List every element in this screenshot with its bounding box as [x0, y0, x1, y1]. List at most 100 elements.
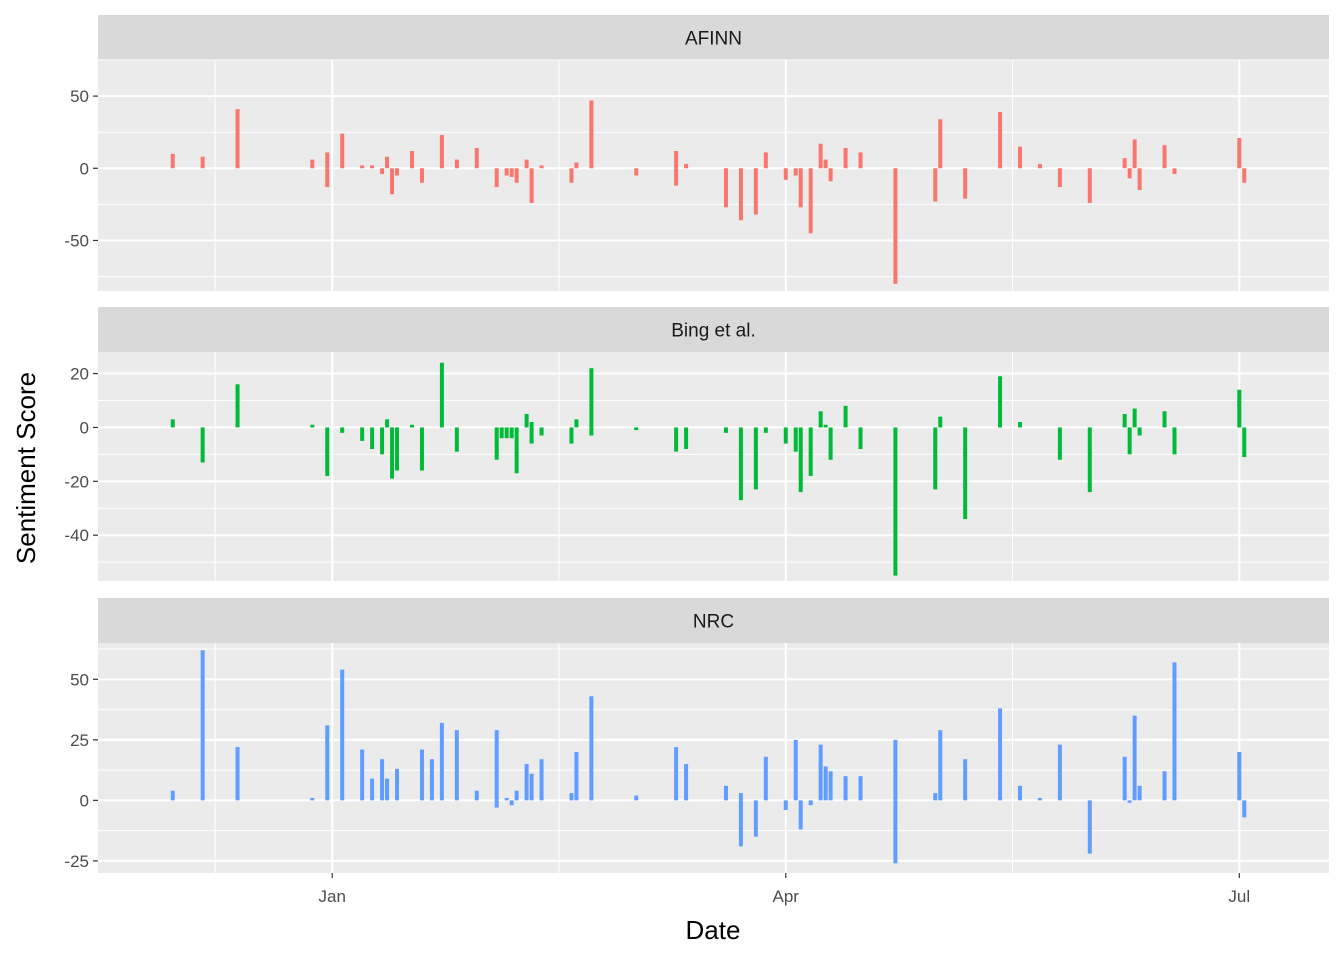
bar	[1162, 411, 1167, 428]
bar	[494, 730, 499, 801]
bar	[589, 100, 594, 169]
bar	[1087, 168, 1092, 203]
bar	[738, 427, 743, 501]
bar	[474, 790, 479, 801]
bar	[419, 168, 424, 183]
bar	[340, 669, 345, 801]
bar	[310, 797, 315, 801]
y-tick-label: -20	[64, 472, 89, 491]
bar	[454, 730, 459, 801]
facet-bing-et-al: Bing et al. 20 0 -20 -40	[64, 307, 1329, 581]
bar	[998, 376, 1003, 428]
bar	[843, 776, 848, 801]
bar	[753, 800, 758, 837]
bar	[818, 143, 823, 169]
y-tick-label: -40	[64, 526, 89, 545]
bar	[200, 156, 205, 169]
y-tick-label: 25	[70, 731, 89, 750]
bar	[509, 800, 514, 806]
bar	[818, 744, 823, 801]
bar	[1137, 785, 1142, 801]
bar	[409, 150, 414, 169]
bar	[529, 773, 534, 801]
bar	[1018, 785, 1023, 801]
bar	[674, 427, 679, 452]
facet-strip-label: Bing et al.	[671, 321, 756, 342]
panel-background	[98, 643, 1329, 873]
y-tick-label: 50	[70, 87, 89, 106]
bar	[514, 168, 519, 183]
x-tick-label: Jul	[1228, 887, 1250, 906]
bar	[419, 427, 424, 471]
bar	[1057, 427, 1062, 460]
bar	[858, 427, 863, 449]
bar	[823, 766, 828, 801]
bar	[1162, 145, 1167, 169]
bar	[589, 368, 594, 428]
bar	[235, 109, 240, 169]
bar	[395, 768, 400, 801]
bar	[674, 150, 679, 169]
bar	[893, 168, 898, 284]
bar	[998, 111, 1003, 169]
bar	[504, 427, 509, 439]
bar	[684, 764, 689, 801]
bar	[539, 165, 544, 169]
bar	[1018, 422, 1023, 428]
bar	[738, 168, 743, 221]
bar	[823, 159, 828, 169]
bar	[370, 427, 375, 449]
bar	[310, 159, 315, 169]
y-tick-label: -25	[64, 852, 89, 871]
bar	[963, 168, 968, 199]
bar	[843, 148, 848, 169]
bar	[574, 162, 579, 169]
bar	[494, 800, 499, 808]
bar	[524, 413, 529, 428]
bar	[823, 424, 828, 428]
bar	[340, 427, 345, 433]
bar	[1037, 797, 1042, 801]
bar	[1087, 427, 1092, 493]
x-tick-label: Jan	[319, 887, 346, 906]
bar	[763, 152, 768, 169]
bar	[843, 405, 848, 428]
bar	[1057, 168, 1062, 188]
panel-background	[98, 352, 1329, 581]
bar	[818, 411, 823, 428]
bar	[684, 163, 689, 169]
bar	[1122, 158, 1127, 169]
bar	[798, 168, 803, 208]
facet-strip	[98, 15, 1329, 60]
bar	[763, 427, 768, 433]
bar	[235, 384, 240, 428]
bar	[439, 135, 444, 169]
bar	[1242, 800, 1247, 818]
bar	[783, 427, 788, 444]
bar	[783, 800, 788, 811]
bar	[524, 764, 529, 801]
bar	[529, 422, 534, 428]
bar	[380, 427, 385, 455]
bar	[509, 168, 514, 177]
bar	[454, 427, 459, 452]
bar	[1137, 427, 1142, 436]
y-tick-label: 0	[80, 791, 89, 810]
facet-strip-label: NRC	[693, 612, 734, 633]
bar	[1242, 168, 1247, 183]
bar	[763, 756, 768, 801]
bar	[808, 427, 813, 476]
x-axis: Jan Apr Jul	[319, 873, 1250, 906]
bar	[1122, 756, 1127, 801]
bar	[1122, 413, 1127, 428]
facet-strip-label: AFINN	[685, 29, 742, 50]
bar	[858, 776, 863, 801]
bar	[569, 427, 574, 444]
bar	[1037, 163, 1042, 169]
bar	[360, 427, 365, 441]
bar	[589, 427, 594, 436]
bar	[170, 790, 175, 801]
bar	[963, 427, 968, 520]
bar	[325, 168, 330, 188]
bar	[509, 427, 514, 439]
